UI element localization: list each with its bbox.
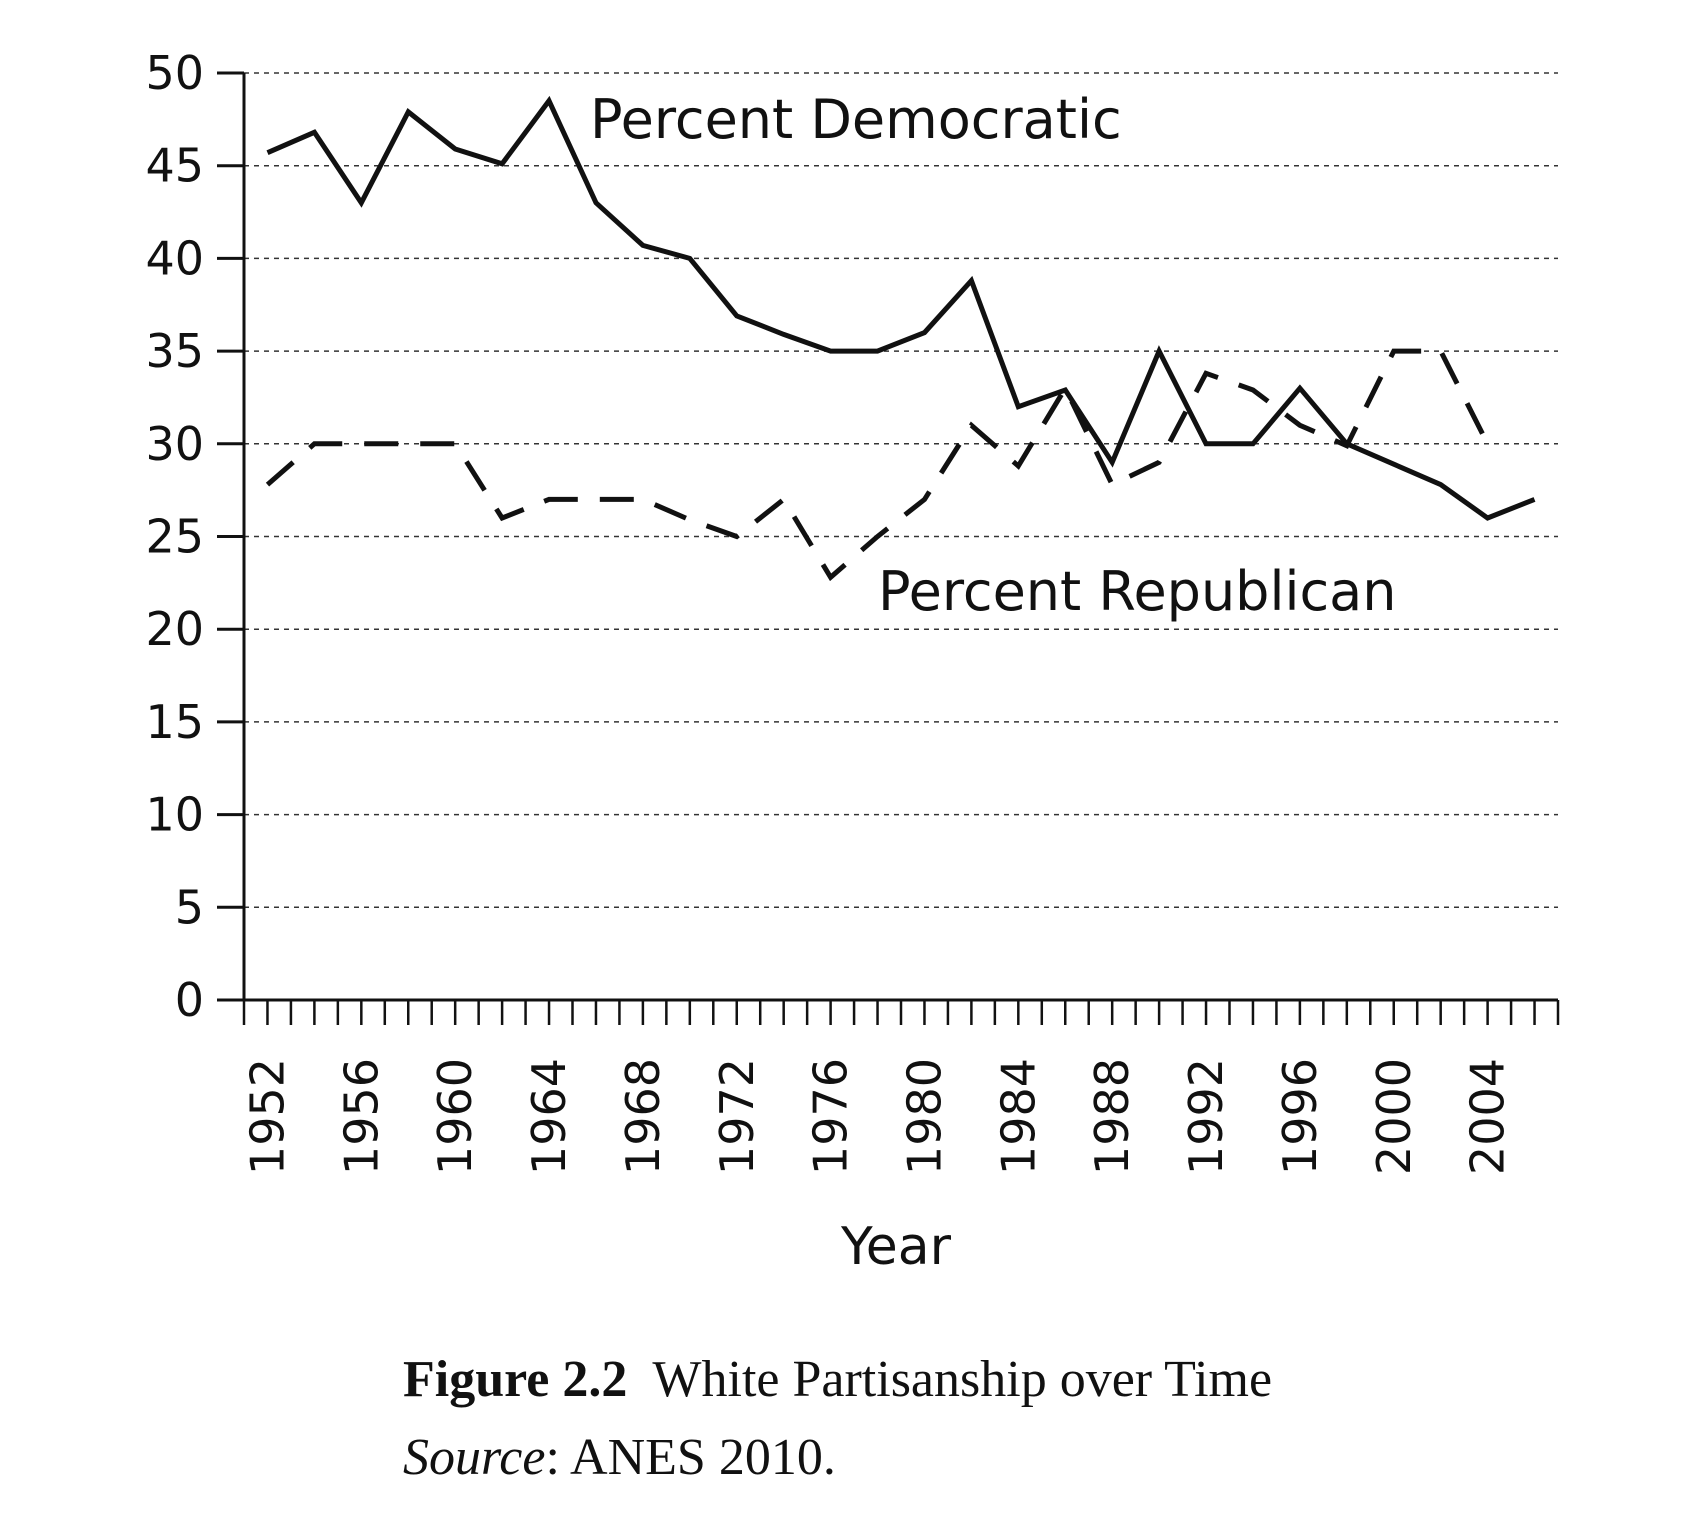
series-line-democratic — [266, 95, 1536, 521]
series-line-republican — [265, 348, 1490, 582]
x-tick-label: 1960 — [428, 1058, 482, 1175]
y-tick-label: 45 — [145, 139, 204, 193]
y-tick-label: 40 — [145, 231, 204, 285]
y-tick-label: 35 — [145, 324, 204, 378]
x-tick-label: 2000 — [1367, 1058, 1421, 1175]
x-tick-label: 1976 — [804, 1058, 858, 1175]
source-text: : ANES 2010. — [545, 1429, 836, 1486]
percent-republican-label: Percent Republican — [878, 560, 1396, 623]
figure-number: Figure 2.2 — [403, 1351, 628, 1408]
gridlines — [244, 72, 1558, 909]
x-tick-label: 1984 — [991, 1058, 1045, 1175]
x-axis-title: Year — [840, 1217, 952, 1277]
x-tick-label: 1964 — [522, 1058, 576, 1175]
figure-caption: Figure 2.2 White Partisanship over Time — [403, 1350, 1272, 1409]
series-lines — [265, 95, 1536, 582]
y-tick-label: 10 — [145, 788, 204, 842]
x-tick-label: 1968 — [616, 1058, 670, 1175]
x-tick-labels: 1952 1956 1960 1964 1968 1972 1976 1980 1984 1988… — [240, 1058, 1514, 1175]
y-tick-label: 15 — [145, 695, 204, 749]
x-tick-label: 1988 — [1085, 1058, 1139, 1175]
x-tick-label: 1972 — [710, 1058, 764, 1175]
x-tick-label: 1956 — [334, 1058, 388, 1175]
y-tick-label: 5 — [175, 880, 204, 934]
x-tick-label: 1996 — [1273, 1058, 1327, 1175]
axes — [217, 71, 1560, 1025]
percent-democratic-label: Percent Democratic — [590, 88, 1122, 151]
x-tick-label: 2004 — [1461, 1058, 1515, 1175]
source-label: Source — [403, 1429, 546, 1486]
y-tick-label: 0 — [175, 973, 204, 1027]
figure-title: White Partisanship over Time — [652, 1351, 1273, 1408]
x-tick-label: 1952 — [240, 1058, 294, 1175]
y-tick-label: 30 — [145, 417, 204, 471]
source-line: Source: ANES 2010. — [403, 1428, 836, 1487]
y-tick-label: 50 — [145, 46, 204, 100]
y-tick-label: 25 — [145, 510, 204, 564]
y-tick-labels: 0 5 10 15 20 25 30 35 40 45 50 — [145, 46, 204, 1027]
x-tick-label: 1992 — [1179, 1058, 1233, 1175]
y-tick-label: 20 — [145, 602, 204, 656]
x-tick-label: 1980 — [897, 1058, 951, 1175]
